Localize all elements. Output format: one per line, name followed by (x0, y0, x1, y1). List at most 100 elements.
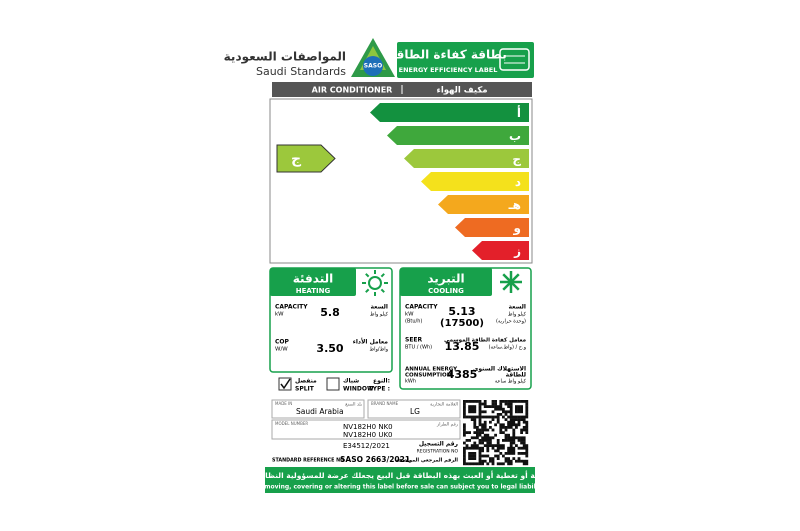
qr-cell (478, 407, 482, 411)
field-label-ar: بلد الصنع (345, 403, 362, 408)
product-en: AIR CONDITIONER (312, 86, 393, 95)
field-label: MODEL NUMBER (275, 421, 308, 426)
qr-cell (483, 439, 487, 442)
qr-cell (473, 400, 477, 403)
cooling-title-ar: التبريد (427, 272, 464, 286)
standard-label-ar: الرقم المرجعي المواصفة (396, 458, 458, 464)
qr-cell (463, 459, 466, 463)
qr-cell (473, 405, 477, 408)
qr-cell (470, 452, 474, 455)
qr-cell (473, 436, 477, 440)
qr-cell (525, 410, 529, 414)
qr-cell (504, 452, 508, 455)
title-ar: بطاقة كفاءة الطاقة (389, 48, 506, 62)
label-ar: السعة (509, 304, 526, 311)
value: 5.13 (448, 305, 475, 318)
qr-cell (473, 423, 477, 427)
rating-letter: هـ (508, 198, 521, 212)
qr-cell (481, 431, 484, 434)
value: 4385 (447, 368, 478, 381)
registration-label: REGISTRATION NO (417, 449, 459, 455)
label: CONSUMPTION (405, 373, 452, 379)
unit: (Btu/h) (405, 319, 422, 325)
qr-cell (489, 415, 492, 419)
qr-cell (499, 413, 503, 416)
qr-cell (499, 431, 503, 434)
qr-cell (522, 446, 526, 450)
product-ar: مكيف الهواء (436, 86, 487, 96)
standard-label: STANDARD REFERENCE NO (272, 458, 344, 464)
qr-cell (515, 436, 518, 440)
rating-bar (387, 126, 529, 145)
qr-cell (525, 426, 529, 429)
qr-cell (481, 410, 484, 414)
qr-cell (486, 444, 490, 447)
registration-label-ar: رقم التسجيل (419, 441, 459, 448)
qr-cell (507, 446, 510, 450)
qr-cell (478, 400, 482, 403)
rating-bar (404, 149, 529, 168)
qr-cell (496, 407, 500, 411)
ac-icon (499, 48, 530, 71)
qr-cell (463, 457, 466, 460)
qr-cell (517, 459, 521, 463)
qr-cell (520, 459, 523, 463)
qr-cell (509, 400, 513, 403)
qr-cell (473, 410, 477, 414)
footer-box (265, 467, 535, 493)
qr-cell (507, 405, 510, 408)
qr-cell (520, 436, 523, 440)
qr-cell (463, 410, 466, 414)
qr-cell (507, 436, 510, 440)
qr-cell (486, 454, 490, 458)
qr-cell (504, 433, 508, 437)
qr-cell (525, 420, 529, 424)
qr-cell (502, 462, 505, 466)
unit: BTU / (Wh) (405, 345, 432, 351)
qr-cell (478, 446, 482, 450)
qr-cell (499, 446, 503, 450)
qr-cell (483, 454, 487, 458)
qr-cell (525, 402, 529, 406)
made-in: Saudi Arabia (296, 407, 344, 416)
qr-cell (504, 457, 508, 460)
qr-cell (478, 433, 482, 437)
qr-cell (494, 400, 497, 403)
qr-cell (520, 407, 523, 411)
qr-cell (494, 407, 497, 411)
qr-cell (481, 415, 484, 419)
qr-cell (470, 410, 474, 414)
qr-cell (470, 400, 474, 403)
qr-cell (476, 436, 479, 440)
qr-cell (489, 420, 492, 424)
qr-cell (463, 452, 466, 455)
qr-cell (525, 444, 529, 447)
label-ar: معامل كفاءة الطاقة الموسمي (444, 337, 526, 344)
qr-cell (478, 413, 482, 416)
qr-cell (515, 410, 518, 414)
rating-bar (472, 241, 529, 260)
qr-cell (473, 426, 477, 429)
qr-cell (515, 459, 518, 463)
qr-cell (491, 415, 495, 419)
qr-cell (486, 436, 490, 440)
window-ar: شباك (343, 378, 359, 385)
qr-cell (504, 426, 508, 429)
qr-cell (486, 441, 490, 445)
heating-title-en: HEATING (296, 287, 331, 295)
qr-cell (525, 428, 529, 432)
qr-cell (522, 452, 526, 455)
qr-cell (473, 452, 477, 455)
qr-cell (486, 433, 490, 437)
qr-cell (517, 415, 521, 419)
qr-cell (491, 418, 495, 421)
qr-cell (507, 410, 510, 414)
field-label-ar: رقم الطراز (436, 423, 458, 428)
unit: kW (275, 312, 284, 318)
qr-cell (468, 400, 471, 403)
qr-cell (486, 446, 490, 450)
qr-cell (481, 446, 484, 450)
qr-cell (520, 439, 523, 442)
unit-ar: و.ح / (واط.ساعة) (489, 345, 527, 351)
snow-arm (502, 273, 520, 291)
